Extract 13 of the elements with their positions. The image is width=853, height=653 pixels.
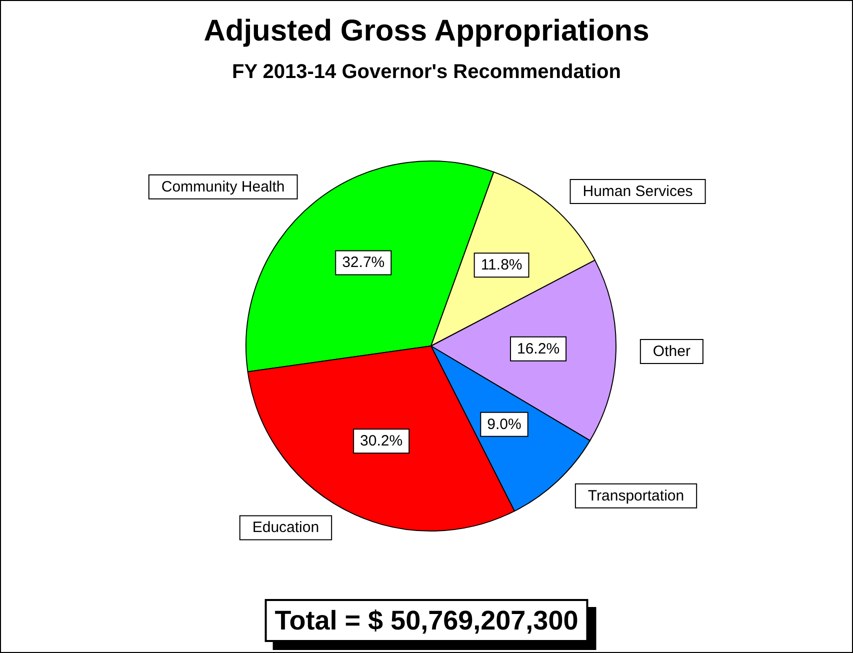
data-label: 32.7% — [342, 254, 385, 272]
data-label: 30.2% — [360, 432, 403, 450]
slice-label: Transportation — [588, 487, 684, 504]
data-label: 11.8% — [480, 256, 522, 274]
slice-label: Education — [252, 519, 320, 536]
slice-label: Community Health — [161, 178, 285, 196]
data-label: 9.0% — [487, 416, 522, 433]
data-label: 16.2% — [516, 340, 560, 358]
slice-label: Other — [652, 343, 690, 360]
slice-label: Human Services — [582, 183, 693, 200]
chart-title: Adjusted Gross Appropriations — [204, 14, 650, 48]
text: Total = $ 50,769,207,300 — [274, 606, 578, 636]
chart-subtitle: FY 2013-14 Governor's Recommendation — [232, 61, 621, 83]
